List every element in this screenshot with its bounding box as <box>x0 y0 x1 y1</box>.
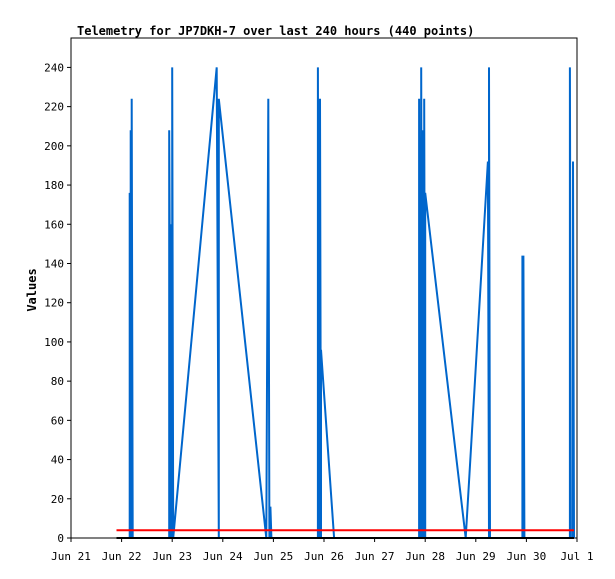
y-tick-label: 180 <box>44 179 64 192</box>
y-tick-label: 60 <box>51 414 64 427</box>
plot-area <box>70 37 578 539</box>
x-tick-label: Jun 24 <box>203 550 243 563</box>
y-tick-label: 160 <box>44 218 64 231</box>
x-tick-label: Jun 25 <box>254 550 294 563</box>
y-tick-label: 140 <box>44 257 64 270</box>
y-tick-label: 220 <box>44 101 64 114</box>
series-line-1 <box>128 67 575 539</box>
x-tick-label: Jun 27 <box>355 550 395 563</box>
y-tick-label: 0 <box>57 532 64 545</box>
y-tick-label: 40 <box>51 454 64 467</box>
x-tick-label: Jun 21 <box>51 550 91 563</box>
x-tick-label: Jun 30 <box>507 550 547 563</box>
y-axis-label: Values <box>25 268 39 311</box>
y-tick-label: 20 <box>51 493 64 506</box>
chart-title: Telemetry for JP7DKH-7 over last 240 hou… <box>77 24 474 38</box>
y-tick-label: 240 <box>44 61 64 74</box>
y-axis-ticks: 0 20 40 60 80 100 120 140 160 180 200 220 240 <box>44 61 71 545</box>
x-tick-label: Jun 23 <box>152 550 192 563</box>
y-tick-label: 80 <box>51 375 64 388</box>
x-axis-ticks: Jun 21 Jun 22 Jun 23 Jun 24 Jun 25 Jun 26 Jun … <box>51 538 594 563</box>
series-layer <box>116 67 575 539</box>
y-tick-label: 120 <box>44 297 64 310</box>
y-tick-label: 100 <box>44 336 64 349</box>
x-tick-label: Jun 22 <box>102 550 142 563</box>
x-tick-label: Jun 28 <box>405 550 445 563</box>
x-tick-label: Jun 29 <box>456 550 496 563</box>
y-tick-label: 200 <box>44 140 64 153</box>
x-tick-label: Jul 1 <box>560 550 593 563</box>
x-tick-label: Jun 26 <box>304 550 344 563</box>
